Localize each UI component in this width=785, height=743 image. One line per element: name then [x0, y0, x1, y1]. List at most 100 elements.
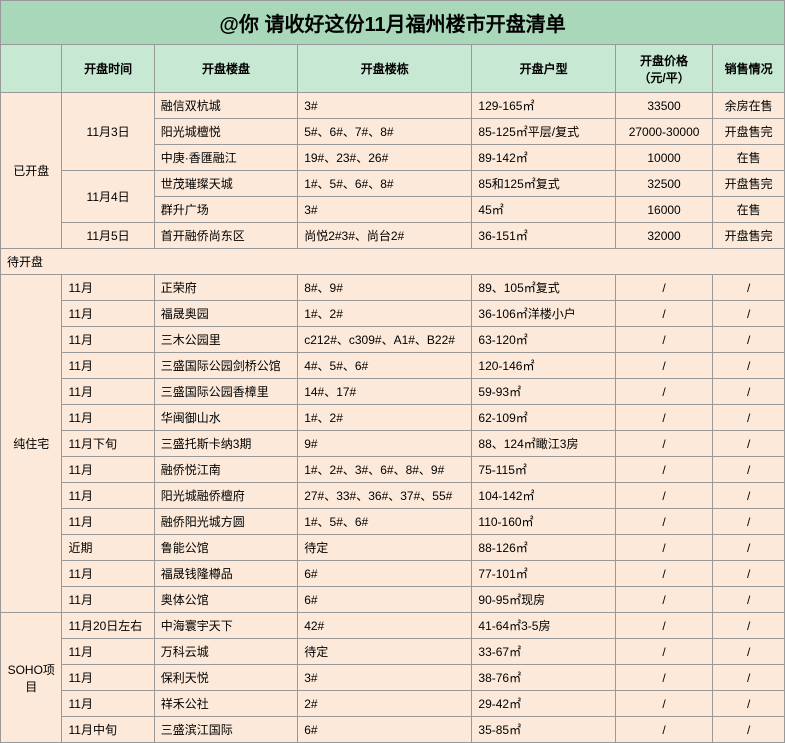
status: /	[713, 275, 785, 301]
price: /	[615, 275, 712, 301]
project-name: 融侨悦江南	[154, 457, 297, 483]
unit-type: 89-142㎡	[472, 145, 615, 171]
project-name: 祥禾公社	[154, 691, 297, 717]
category-SOHO项目: SOHO项目	[1, 613, 62, 743]
price: /	[615, 483, 712, 509]
project-name: 群升广场	[154, 197, 297, 223]
status: /	[713, 639, 785, 665]
open-time: 11月	[62, 405, 154, 431]
open-time: 11月	[62, 275, 154, 301]
building: 1#、5#、6#	[298, 509, 472, 535]
col-header-6: 销售情况	[713, 45, 785, 93]
unit-type: 129-165㎡	[472, 93, 615, 119]
status: /	[713, 327, 785, 353]
unit-type: 85和125㎡复式	[472, 171, 615, 197]
unit-type: 110-160㎡	[472, 509, 615, 535]
col-header-3: 开盘楼栋	[298, 45, 472, 93]
unit-type: 88-126㎡	[472, 535, 615, 561]
status: /	[713, 405, 785, 431]
col-header-2: 开盘楼盘	[154, 45, 297, 93]
project-name: 阳光城融侨檀府	[154, 483, 297, 509]
unit-type: 41-64㎡3-5房	[472, 613, 615, 639]
price: 10000	[615, 145, 712, 171]
price: /	[615, 717, 712, 743]
project-name: 三盛托斯卡纳3期	[154, 431, 297, 457]
price: 32500	[615, 171, 712, 197]
building: 2#	[298, 691, 472, 717]
project-name: 三盛国际公园香樟里	[154, 379, 297, 405]
status: /	[713, 509, 785, 535]
price: /	[615, 405, 712, 431]
price: /	[615, 509, 712, 535]
project-name: 保利天悦	[154, 665, 297, 691]
building: 8#、9#	[298, 275, 472, 301]
open-time: 11月	[62, 457, 154, 483]
price: /	[615, 353, 712, 379]
unit-type: 88、124㎡瞰江3房	[472, 431, 615, 457]
table-title: @你 请收好这份11月福州楼市开盘清单	[1, 1, 785, 45]
status: /	[713, 483, 785, 509]
status: /	[713, 587, 785, 613]
category-opened: 已开盘	[1, 93, 62, 249]
building: 6#	[298, 587, 472, 613]
project-name: 福晟钱隆樽品	[154, 561, 297, 587]
open-time: 11月中旬	[62, 717, 154, 743]
col-header-5: 开盘价格（元/平）	[615, 45, 712, 93]
building: 19#、23#、26#	[298, 145, 472, 171]
unit-type: 45㎡	[472, 197, 615, 223]
open-time: 近期	[62, 535, 154, 561]
project-name: 正荣府	[154, 275, 297, 301]
unit-type: 75-115㎡	[472, 457, 615, 483]
price: /	[615, 301, 712, 327]
unit-type: 120-146㎡	[472, 353, 615, 379]
building: 27#、33#、36#、37#、55#	[298, 483, 472, 509]
status: 在售	[713, 145, 785, 171]
status: /	[713, 353, 785, 379]
status: /	[713, 691, 785, 717]
open-time: 11月	[62, 665, 154, 691]
status: 开盘售完	[713, 223, 785, 249]
building: 1#、5#、6#、8#	[298, 171, 472, 197]
building: 待定	[298, 535, 472, 561]
project-name: 世茂璀璨天城	[154, 171, 297, 197]
unit-type: 35-85㎡	[472, 717, 615, 743]
status: /	[713, 717, 785, 743]
unit-type: 104-142㎡	[472, 483, 615, 509]
unit-type: 77-101㎡	[472, 561, 615, 587]
price: /	[615, 639, 712, 665]
building: 3#	[298, 665, 472, 691]
unit-type: 90-95㎡现房	[472, 587, 615, 613]
building: 1#、2#、3#、6#、8#、9#	[298, 457, 472, 483]
price: /	[615, 561, 712, 587]
building: 尚悦2#3#、尚台2#	[298, 223, 472, 249]
building: 3#	[298, 197, 472, 223]
status: /	[713, 665, 785, 691]
project-name: 首开融侨尚东区	[154, 223, 297, 249]
price: /	[615, 535, 712, 561]
pending-header: 待开盘	[1, 249, 785, 275]
price: 33500	[615, 93, 712, 119]
project-name: 奥体公馆	[154, 587, 297, 613]
building: 6#	[298, 561, 472, 587]
col-header-4: 开盘户型	[472, 45, 615, 93]
unit-type: 36-151㎡	[472, 223, 615, 249]
price: /	[615, 691, 712, 717]
open-time: 11月	[62, 379, 154, 405]
project-name: 中庚·香匯融江	[154, 145, 297, 171]
price: /	[615, 613, 712, 639]
unit-type: 29-42㎡	[472, 691, 615, 717]
unit-type: 63-120㎡	[472, 327, 615, 353]
project-name: 中海寰宇天下	[154, 613, 297, 639]
price: /	[615, 431, 712, 457]
open-time: 11月	[62, 353, 154, 379]
building: 4#、5#、6#	[298, 353, 472, 379]
open-time: 11月	[62, 301, 154, 327]
open-time: 11月5日	[62, 223, 154, 249]
status: /	[713, 613, 785, 639]
building: 1#、2#	[298, 405, 472, 431]
status: /	[713, 535, 785, 561]
open-time: 11月	[62, 691, 154, 717]
building: 3#	[298, 93, 472, 119]
project-name: 华闽御山水	[154, 405, 297, 431]
status: 开盘售完	[713, 119, 785, 145]
